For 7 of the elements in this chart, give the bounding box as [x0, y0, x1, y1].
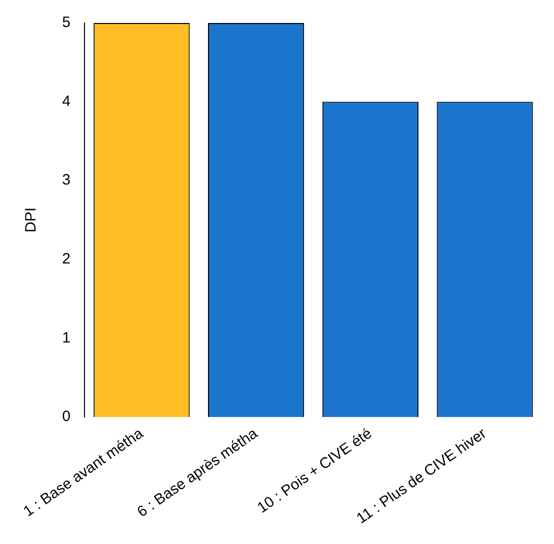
y-tick-label: 3 — [62, 172, 70, 189]
y-tick-label: 5 — [62, 14, 70, 32]
y-tick-label: 0 — [62, 408, 70, 426]
y-axis-title: DPI — [22, 207, 40, 232]
y-tick-label: 2 — [62, 250, 70, 268]
y-tick-label: 1 — [62, 329, 70, 346]
y-tick-label: 4 — [62, 92, 70, 110]
